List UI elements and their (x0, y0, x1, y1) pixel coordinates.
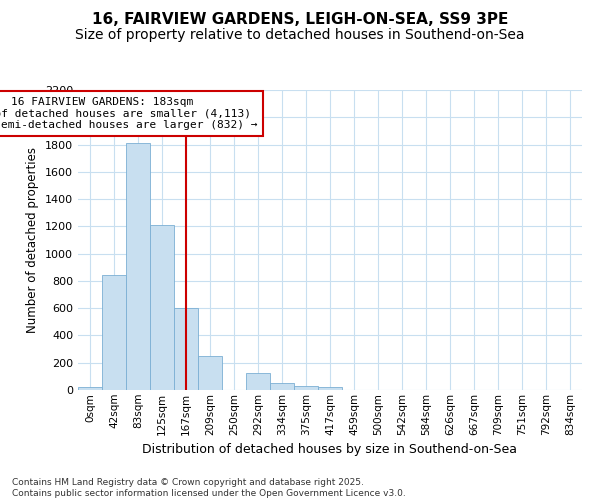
Text: Contains HM Land Registry data © Crown copyright and database right 2025.
Contai: Contains HM Land Registry data © Crown c… (12, 478, 406, 498)
Bar (318, 388, 342, 390)
Bar (294, 386, 318, 390)
Bar (198, 356, 222, 390)
Text: Size of property relative to detached houses in Southend-on-Sea: Size of property relative to detached ho… (75, 28, 525, 42)
X-axis label: Distribution of detached houses by size in Southend-on-Sea: Distribution of detached houses by size … (143, 443, 517, 456)
Bar (126, 143, 150, 390)
Bar (102, 276, 126, 390)
Text: 16 FAIRVIEW GARDENS: 183sqm
← 83% of detached houses are smaller (4,113)
17% of : 16 FAIRVIEW GARDENS: 183sqm ← 83% of det… (0, 97, 257, 130)
Bar (78, 388, 102, 390)
Y-axis label: Number of detached properties: Number of detached properties (26, 147, 40, 333)
Bar (174, 308, 198, 390)
Bar (150, 225, 174, 390)
Bar (246, 373, 270, 390)
Bar (270, 383, 294, 390)
Text: 16, FAIRVIEW GARDENS, LEIGH-ON-SEA, SS9 3PE: 16, FAIRVIEW GARDENS, LEIGH-ON-SEA, SS9 … (92, 12, 508, 28)
